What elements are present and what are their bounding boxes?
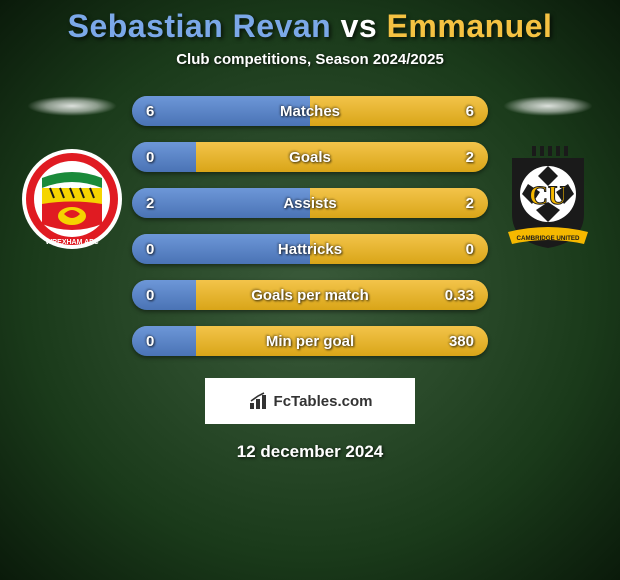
stat-bar: 0Min per goal380: [132, 326, 488, 356]
source-attribution: FcTables.com: [205, 378, 415, 424]
glow-ellipse-left: [27, 96, 117, 116]
bar-value-right: 0: [466, 241, 474, 258]
bar-value-left: 0: [146, 149, 154, 166]
bar-value-right: 6: [466, 103, 474, 120]
title-player-left: Sebastian Revan: [68, 8, 332, 44]
title-vs: vs: [331, 8, 386, 44]
bar-value-right: 2: [466, 195, 474, 212]
bar-label: Assists: [132, 195, 488, 212]
bar-text-layer: 0Goals per match0.33: [132, 280, 488, 310]
svg-text:CAMBRIDGE UNITED: CAMBRIDGE UNITED: [517, 235, 580, 242]
stat-bar: 6Matches6: [132, 96, 488, 126]
bar-label: Goals: [132, 149, 488, 166]
bar-value-left: 6: [146, 103, 154, 120]
svg-text:CU: CU: [529, 181, 567, 210]
bar-value-right: 0.33: [445, 287, 474, 304]
bar-label: Min per goal: [132, 333, 488, 350]
stat-bar: 0Goals per match0.33: [132, 280, 488, 310]
stat-bar: 0Goals2: [132, 142, 488, 172]
page-title: Sebastian Revan vs Emmanuel: [0, 8, 620, 45]
date: 12 december 2024: [0, 442, 620, 462]
right-column: CU CAMBRIDGE UNITED: [488, 96, 608, 254]
stat-bars: 6Matches60Goals22Assists20Hattricks00Goa…: [132, 96, 488, 356]
bar-label: Goals per match: [132, 287, 488, 304]
bar-text-layer: 0Goals2: [132, 142, 488, 172]
subtitle: Club competitions, Season 2024/2025: [0, 51, 620, 68]
comparison-card: Sebastian Revan vs Emmanuel Club competi…: [0, 0, 620, 580]
bar-text-layer: 6Matches6: [132, 96, 488, 126]
bar-value-right: 2: [466, 149, 474, 166]
bar-value-left: 0: [146, 241, 154, 258]
svg-text:WREXHAM AFC: WREXHAM AFC: [45, 239, 98, 246]
bar-value-right: 380: [449, 333, 474, 350]
bar-text-layer: 0Min per goal380: [132, 326, 488, 356]
left-column: WREXHAM AFC: [12, 96, 132, 254]
bar-label: Hattricks: [132, 241, 488, 258]
cambridge-united-crest: CU CAMBRIDGE UNITED: [498, 144, 598, 254]
bar-text-layer: 0Hattricks0: [132, 234, 488, 264]
bar-value-left: 0: [146, 333, 154, 350]
title-player-right: Emmanuel: [387, 8, 553, 44]
bar-value-left: 0: [146, 287, 154, 304]
bar-label: Matches: [132, 103, 488, 120]
stat-bar: 0Hattricks0: [132, 234, 488, 264]
bar-text-layer: 2Assists2: [132, 188, 488, 218]
glow-ellipse-right: [503, 96, 593, 116]
main-row: WREXHAM AFC 6Matches60Goals22Assists20Ha…: [0, 96, 620, 356]
wrexham-crest: WREXHAM AFC: [22, 144, 122, 254]
stat-bar: 2Assists2: [132, 188, 488, 218]
chart-icon: [248, 391, 270, 411]
bar-value-left: 2: [146, 195, 154, 212]
source-text: FcTables.com: [274, 393, 373, 410]
